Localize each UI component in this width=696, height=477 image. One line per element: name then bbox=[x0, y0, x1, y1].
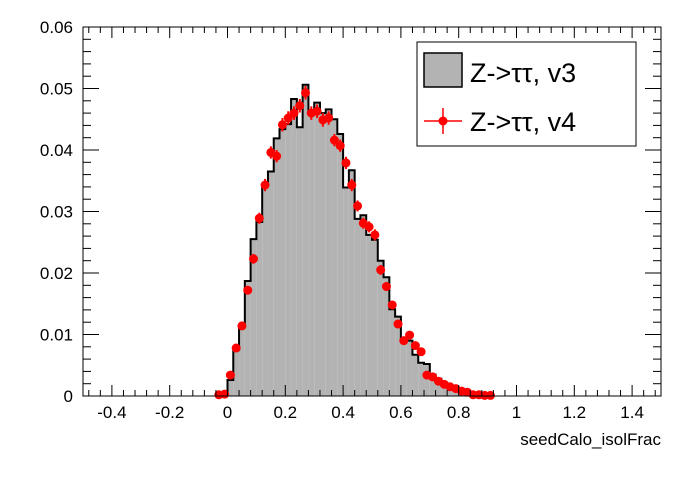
legend-label-v4: Z->ττ, v4 bbox=[470, 107, 576, 137]
data-point bbox=[255, 214, 264, 223]
data-point bbox=[324, 114, 333, 123]
histogram-bin bbox=[308, 112, 314, 396]
legend-label-v3: Z->ττ, v3 bbox=[470, 58, 576, 88]
y-tick-label: 0.01 bbox=[40, 326, 73, 345]
histogram-bin bbox=[401, 338, 407, 396]
x-tick-label: 1.2 bbox=[562, 403, 586, 422]
data-point bbox=[226, 371, 235, 380]
x-tick-label: 1.4 bbox=[620, 403, 644, 422]
y-tick-label: 0.04 bbox=[40, 141, 73, 160]
histogram-bin bbox=[343, 188, 349, 396]
data-point bbox=[249, 254, 258, 263]
x-axis-label: seedCalo_isolFrac bbox=[520, 430, 661, 449]
data-point bbox=[232, 344, 241, 353]
x-tick-label: -0.4 bbox=[97, 403, 126, 422]
data-point bbox=[405, 331, 414, 340]
data-point bbox=[295, 101, 304, 110]
histogram-bin bbox=[378, 261, 384, 396]
x-tick-label: 0.4 bbox=[331, 403, 355, 422]
histogram-bin bbox=[274, 138, 280, 396]
data-point bbox=[353, 201, 362, 210]
data-point bbox=[365, 222, 374, 231]
histogram-bin bbox=[372, 240, 378, 396]
x-tick-label: 0 bbox=[223, 403, 232, 422]
histogram-bin bbox=[326, 109, 332, 396]
histogram-bin bbox=[291, 99, 297, 396]
histogram-bin bbox=[355, 219, 361, 396]
data-point bbox=[272, 152, 281, 161]
data-point bbox=[376, 265, 385, 274]
data-point bbox=[341, 158, 350, 167]
histogram-bin bbox=[360, 215, 366, 396]
x-tick-label: 0.2 bbox=[273, 403, 297, 422]
histogram-bin bbox=[280, 129, 286, 396]
data-point bbox=[370, 230, 379, 239]
data-point bbox=[237, 321, 246, 330]
histogram-bin bbox=[332, 119, 338, 396]
y-tick-label: 0.03 bbox=[40, 203, 73, 222]
data-point bbox=[347, 181, 356, 190]
histogram-bin bbox=[303, 85, 309, 396]
histogram-bin bbox=[418, 363, 424, 396]
y-tick-label: 0 bbox=[64, 387, 73, 406]
x-tick-label: 1 bbox=[512, 403, 521, 422]
x-tick-label: 0.6 bbox=[389, 403, 413, 422]
histogram-bin bbox=[297, 127, 303, 396]
legend: Z->ττ, v3 Z->ττ, v4 bbox=[417, 42, 636, 146]
legend-swatch-v3 bbox=[424, 53, 462, 87]
data-point bbox=[313, 107, 322, 116]
y-tick-label: 0.02 bbox=[40, 264, 73, 283]
x-tick-label: 0.8 bbox=[447, 403, 471, 422]
x-tick-label: -0.2 bbox=[155, 403, 184, 422]
data-point bbox=[301, 88, 310, 97]
legend-marker-v4 bbox=[439, 117, 448, 126]
histogram-bin bbox=[366, 235, 372, 396]
data-point bbox=[417, 347, 426, 356]
y-tick-label: 0.05 bbox=[40, 80, 73, 99]
histogram-bin bbox=[256, 222, 262, 396]
histogram-bin bbox=[268, 172, 274, 396]
data-point bbox=[243, 286, 252, 295]
data-point bbox=[388, 300, 397, 309]
data-point bbox=[336, 141, 345, 150]
histogram-bin bbox=[285, 124, 291, 396]
y-tick-label: 0.06 bbox=[40, 18, 73, 37]
data-point bbox=[289, 109, 298, 118]
histogram-bin bbox=[314, 103, 320, 396]
data-point bbox=[394, 320, 403, 329]
data-point bbox=[382, 282, 391, 291]
histogram-bin bbox=[320, 113, 326, 396]
data-point bbox=[261, 181, 270, 190]
